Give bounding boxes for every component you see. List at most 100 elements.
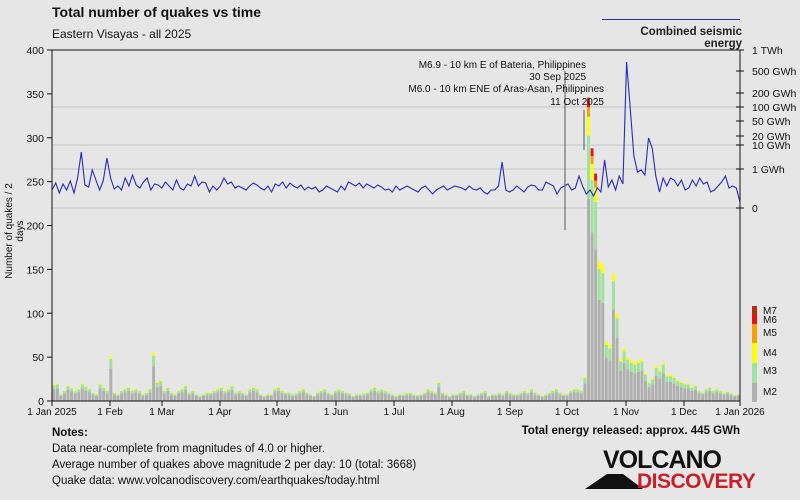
bar-segment	[412, 395, 416, 401]
bar-segment	[319, 391, 323, 394]
bar-segment	[715, 389, 719, 393]
bar-segment	[722, 394, 726, 401]
x-tick-label: 1 Jan 2025	[27, 407, 77, 418]
bar-segment	[718, 390, 722, 392]
bar-segment	[594, 187, 598, 202]
bar-segment	[661, 364, 665, 374]
x-tick-label: 1 May	[263, 407, 290, 418]
bar-segment	[529, 392, 533, 401]
energy-legend-label: Combined seismic energy	[640, 26, 742, 50]
bar-segment	[512, 395, 516, 401]
bar-segment	[202, 395, 205, 401]
bar-segment	[622, 351, 626, 364]
bar-segment	[726, 394, 730, 401]
bar-segment	[522, 391, 526, 394]
annotation-event-2-date: 11 Oct 2025	[550, 97, 604, 108]
bar-segment	[105, 390, 109, 392]
left-ticks: 0 50 100 150 200 250 300 350 400	[26, 45, 52, 408]
bar-segment	[390, 395, 394, 401]
bar-segment	[137, 393, 141, 401]
bar-segment	[284, 392, 287, 395]
bar-segment	[205, 392, 209, 393]
bar-segment	[508, 394, 512, 401]
bar-segment	[351, 396, 355, 398]
bar-segment	[73, 393, 77, 401]
bar-segment	[690, 387, 694, 391]
bar-segment	[533, 392, 537, 393]
bar-segment	[259, 394, 263, 396]
bar-segment	[672, 383, 676, 401]
bar-segment	[508, 392, 512, 393]
bar-segment	[312, 396, 316, 398]
bar-segment	[312, 397, 316, 401]
bar-segment	[601, 273, 605, 304]
bar-segment	[704, 389, 708, 393]
bar-segment	[387, 394, 391, 401]
bar-segment	[533, 394, 537, 401]
bar-segment	[55, 388, 59, 401]
energy-legend-line	[602, 19, 740, 20]
volcano-icon	[585, 474, 643, 489]
x-tick-label: 1 Dec	[671, 407, 697, 418]
x-ticks: 1 Jan 2025 1 Feb 1 Mar 1 Apr 1 May 1 Jun 1 Jul…	[27, 401, 765, 418]
bar-segment	[209, 392, 213, 395]
bar-segment	[690, 386, 694, 388]
left-tick-label: 0	[38, 396, 44, 408]
right-tick-label: 500 GWh	[752, 66, 797, 78]
bar-segment	[693, 385, 697, 387]
left-tick-label: 400	[26, 45, 44, 57]
bar-segment	[355, 394, 359, 396]
bar-segment	[636, 360, 640, 364]
bar-segment	[330, 394, 334, 396]
bar-segment	[241, 392, 245, 393]
bar-segment	[583, 377, 587, 384]
notes-block: Notes: Data near-complete from magnitude…	[52, 425, 416, 489]
bar-segment	[52, 384, 56, 386]
bar-segment	[587, 135, 590, 199]
bar-segment	[615, 337, 619, 401]
bar-segment	[583, 376, 587, 378]
bar-segment	[430, 390, 434, 392]
bar-segment	[394, 397, 398, 401]
bar-segment	[547, 394, 551, 401]
bar-segment	[351, 397, 355, 401]
bar-segment	[341, 393, 345, 401]
bar-segment	[611, 281, 615, 310]
chart-subtitle: Eastern Visayas - all 2025	[52, 27, 192, 41]
bar-segment	[358, 394, 362, 396]
bar-segment	[565, 394, 569, 396]
bar-segment	[526, 392, 530, 393]
bar-segment	[294, 393, 298, 396]
bar-segment	[587, 198, 590, 401]
bar-segment	[455, 394, 459, 396]
bar-segment	[647, 381, 651, 383]
x-tick-label: 1 Feb	[97, 407, 123, 418]
bar-segment	[362, 395, 366, 401]
bar-segment	[169, 394, 173, 401]
bar-segment	[152, 352, 156, 356]
bar-segment	[608, 348, 612, 361]
bar-segment	[134, 392, 138, 401]
magnitude-swatch	[752, 343, 757, 363]
bar-segment	[669, 382, 672, 401]
bar-segment	[280, 390, 284, 392]
energy-line	[51, 61, 741, 203]
bar-segment	[212, 393, 216, 401]
bar-segment	[316, 394, 320, 401]
bar-segment	[209, 394, 213, 401]
notes-line-2: Average number of quakes above magnitude…	[52, 459, 417, 471]
bar-segment	[408, 392, 412, 393]
bar-segment	[715, 392, 719, 401]
bar-segment	[187, 392, 191, 393]
bar-segment	[216, 389, 220, 393]
bar-segment	[515, 394, 519, 396]
bar-segment	[80, 383, 84, 385]
bar-segment	[326, 392, 330, 395]
bar-segment	[241, 394, 245, 401]
bar-segment	[537, 394, 541, 396]
bar-segment	[169, 392, 173, 395]
bar-segment	[323, 388, 327, 390]
bar-segment	[661, 362, 665, 365]
bar-segment	[515, 395, 519, 401]
bar-segment	[669, 376, 672, 383]
